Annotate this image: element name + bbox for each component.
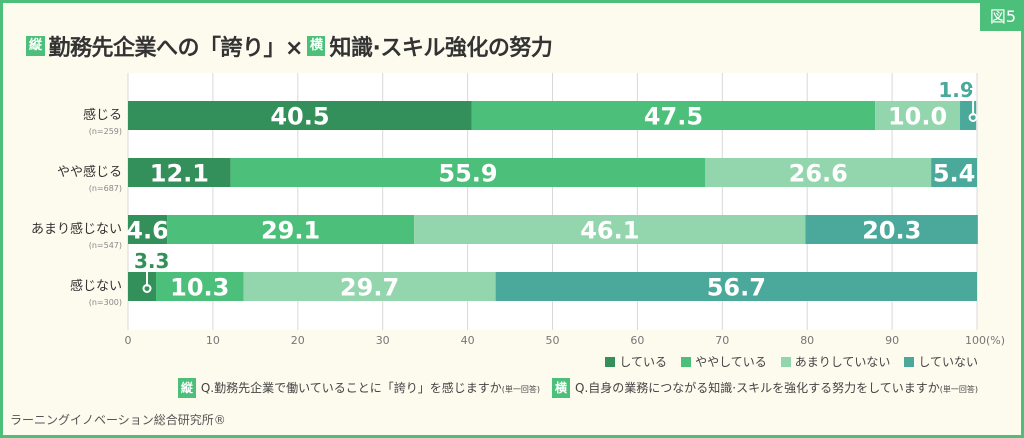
x-tick-label: 70 bbox=[715, 334, 729, 347]
legend-label: している bbox=[619, 355, 668, 369]
data-label: 29.7 bbox=[340, 274, 399, 302]
bar-segment bbox=[128, 101, 472, 130]
data-label: 40.5 bbox=[270, 103, 329, 131]
figure-label: 図5 bbox=[979, 0, 1024, 31]
legend-swatch bbox=[681, 357, 692, 367]
note-sub: (単一回答) bbox=[501, 385, 541, 394]
category-n: (n=259) bbox=[89, 127, 122, 136]
x-tick-label: 40 bbox=[461, 334, 475, 347]
data-label: 3.3 bbox=[134, 249, 169, 273]
category-label: やや感じる bbox=[57, 164, 122, 180]
legend-item: していない bbox=[904, 353, 978, 370]
bar-segment bbox=[128, 215, 168, 244]
callout-line bbox=[970, 88, 975, 116]
note-tag: 横 bbox=[552, 378, 571, 398]
data-label: 29.1 bbox=[261, 217, 320, 245]
x-tick-label: 80 bbox=[800, 334, 814, 347]
data-label: 4.6 bbox=[126, 217, 169, 245]
bar-segment bbox=[471, 101, 876, 130]
footer-source: ラーニングイノベーション総合研究所® bbox=[10, 413, 226, 427]
bar-segment bbox=[128, 272, 157, 301]
legend-label: あまりしていない bbox=[794, 355, 891, 369]
bar-segment bbox=[414, 215, 806, 244]
data-label: 56.7 bbox=[707, 274, 766, 302]
note-sub: (単一回答) bbox=[939, 385, 978, 394]
bar-segment bbox=[705, 158, 932, 187]
legend-label: していない bbox=[918, 355, 978, 369]
data-label: 20.3 bbox=[862, 217, 921, 245]
data-label: 10.0 bbox=[888, 103, 947, 131]
horizontal-tag: 横 bbox=[306, 36, 326, 56]
bar-segment bbox=[128, 158, 231, 187]
notes: 縦 Q.勤務先企業で働いていることに「誇り」を感じますか(単一回答) 横 Q.自身の… bbox=[177, 378, 978, 398]
legend-item: あまりしていない bbox=[780, 353, 891, 370]
callout-dot bbox=[968, 113, 978, 122]
chart-title: 縦 勤務先企業への「誇り」× 横 知識·スキル強化の努力 bbox=[26, 30, 553, 62]
legend-item: している bbox=[605, 353, 667, 370]
data-label: 26.6 bbox=[789, 160, 848, 188]
data-label: 10.3 bbox=[170, 274, 229, 302]
title-part2: 知識·スキル強化の努力 bbox=[329, 36, 553, 61]
x-tick-label: 0 bbox=[125, 334, 132, 347]
data-label: 5.4 bbox=[933, 160, 976, 188]
data-label: 12.1 bbox=[150, 160, 209, 188]
x-tick-label: 90 bbox=[885, 334, 899, 347]
bar-segment bbox=[805, 215, 978, 244]
x-tick-label: 100(%) bbox=[965, 334, 1005, 347]
legend-swatch bbox=[780, 357, 791, 367]
legend-swatch bbox=[904, 357, 915, 367]
legend-item: ややしている bbox=[681, 353, 767, 370]
category-label: あまり感じない bbox=[31, 221, 122, 237]
category-label: 感じる bbox=[83, 107, 122, 123]
legend-swatch bbox=[605, 357, 616, 367]
title-part1: 勤務先企業への「誇り」× bbox=[48, 36, 304, 61]
bar-segment bbox=[495, 272, 977, 301]
category-n: (n=300) bbox=[89, 298, 122, 307]
x-tick-label: 10 bbox=[206, 334, 220, 347]
x-tick-label: 20 bbox=[291, 334, 305, 347]
note-vertical: 縦 Q.勤務先企業で働いていることに「誇り」を感じますか(単一回答) bbox=[177, 378, 541, 398]
note-text: Q.勤務先企業で働いていることに「誇り」を感じますか bbox=[200, 381, 502, 395]
note-tag: 縦 bbox=[177, 378, 196, 398]
category-n: (n=687) bbox=[89, 184, 122, 193]
category-label: 感じない bbox=[70, 278, 122, 294]
note-text: Q.自身の業務につながる知識·スキルを強化する努力をしていますか bbox=[575, 381, 940, 395]
note-horizontal: 横 Q.自身の業務につながる知識·スキルを強化する努力をしていますか(単一回答) bbox=[552, 378, 978, 398]
data-label: 47.5 bbox=[644, 103, 703, 131]
bar-segment bbox=[167, 215, 415, 244]
bar-segment bbox=[156, 272, 244, 301]
data-label: 55.9 bbox=[438, 160, 497, 188]
callout-dot bbox=[142, 284, 152, 293]
category-n: (n=547) bbox=[89, 241, 122, 250]
x-tick-label: 60 bbox=[630, 334, 644, 347]
bar-segment bbox=[230, 158, 706, 187]
x-tick-label: 30 bbox=[376, 334, 390, 347]
data-label: 1.9 bbox=[938, 78, 973, 102]
bar-segment bbox=[931, 158, 977, 187]
bar-segment bbox=[875, 101, 961, 130]
vertical-tag: 縦 bbox=[26, 36, 45, 56]
legend: している ややしている あまりしていない していない bbox=[605, 353, 978, 370]
data-label: 46.1 bbox=[580, 217, 639, 245]
bar-segment bbox=[243, 272, 496, 301]
legend-label: ややしている bbox=[695, 355, 767, 369]
x-tick-label: 50 bbox=[546, 334, 560, 347]
